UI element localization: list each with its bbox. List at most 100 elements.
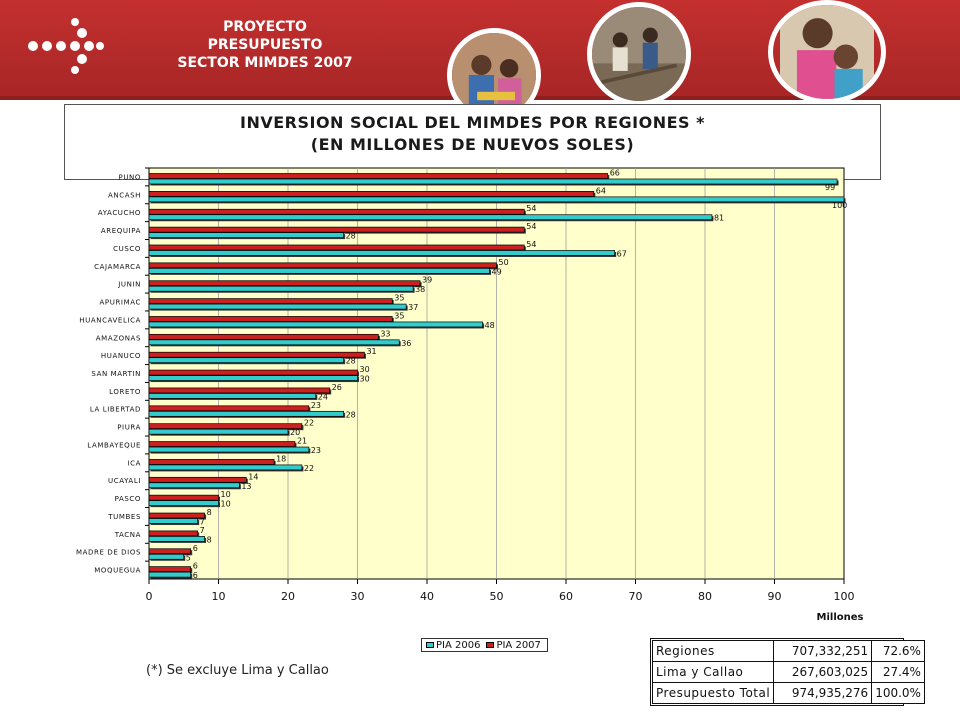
bar-pia-2007	[148, 173, 609, 179]
x-tick-label: 90	[768, 590, 782, 603]
bar-pia-2007	[148, 494, 219, 501]
legend-label-pia-2007: PIA 2007	[496, 639, 541, 651]
bar-pia-2007	[148, 262, 497, 269]
bar-pia-2007	[148, 208, 525, 215]
data-label-pia-2007: 7	[200, 526, 205, 535]
bar-pia-2007	[148, 441, 296, 447]
photo-mother-child	[768, 0, 886, 104]
category-label: LAMBAYEQUE	[87, 441, 141, 449]
bar-pia-2006	[148, 518, 199, 524]
bar-pia-2007	[148, 333, 379, 340]
bar-pia-2006	[148, 428, 289, 435]
bar-pia-2006	[148, 553, 185, 560]
bar-pia-2007	[148, 566, 192, 572]
bar-pia-2007	[148, 548, 192, 555]
category-label: MOQUEGUA	[94, 567, 141, 575]
category-label: AMAZONAS	[96, 334, 141, 342]
x-tick-label: 30	[351, 590, 365, 603]
data-label-pia-2006: 30	[360, 375, 370, 384]
category-label: AREQUIPA	[101, 227, 141, 235]
category-label: AYACUCHO	[98, 209, 141, 217]
bar-pia-2007	[148, 459, 275, 465]
x-tick-label: 70	[629, 590, 643, 603]
summary-pct: 72.6%	[871, 640, 925, 662]
chart-subtitle: (EN MILLONES DE NUEVOS SOLES)	[310, 135, 635, 154]
data-label-pia-2006: 23	[311, 446, 321, 455]
category-label: LA LIBERTAD	[90, 406, 141, 414]
data-label-pia-2007: 54	[526, 240, 536, 249]
chart-legend: PIA 2006 PIA 2007	[421, 638, 548, 652]
summary-name: Lima y Callao	[651, 661, 775, 683]
bar-pia-2007	[148, 298, 393, 304]
bar-pia-2007	[148, 512, 205, 519]
table-row: Regiones 707,332,251 72.6%	[651, 640, 925, 662]
summary-name: Presupuesto Total	[651, 682, 775, 704]
category-label: APURIMAC	[100, 299, 141, 307]
data-label-pia-2007: 35	[394, 311, 404, 320]
data-label-pia-2007: 39	[422, 276, 432, 285]
photo-women-eating	[447, 28, 541, 122]
x-tick-label: 20	[281, 590, 295, 603]
x-tick-label: 10	[212, 590, 226, 603]
data-label-pia-2007: 14	[248, 472, 258, 481]
summary-table: Regiones 707,332,251 72.6% Lima y Callao…	[651, 640, 925, 704]
bar-pia-2006	[148, 536, 205, 542]
bar-pia-2007	[148, 405, 310, 412]
data-label-pia-2006: 7	[200, 518, 205, 527]
data-label-pia-2007: 64	[596, 186, 606, 195]
bar-pia-2006	[148, 285, 414, 292]
project-title: PROYECTO PRESUPUESTO SECTOR MIMDES 2007	[150, 18, 380, 72]
bar-pia-2007	[148, 530, 199, 537]
legend-item-pia-2006: PIA 2006	[426, 640, 480, 651]
photo-workers	[587, 2, 691, 106]
bar-pia-2007	[148, 423, 303, 430]
project-title-line2: PRESUPUESTO	[207, 37, 323, 53]
data-label-pia-2006: 99	[825, 183, 835, 192]
data-label-pia-2006: 5	[186, 553, 191, 562]
data-label-pia-2007: 66	[610, 169, 620, 178]
legend-item-pia-2007: PIA 2007	[486, 639, 541, 651]
data-label-pia-2006: 49	[492, 267, 502, 276]
data-label-pia-2007: 23	[311, 401, 321, 410]
data-label-pia-2006: 81	[714, 214, 724, 223]
table-row: Presupuesto Total 974,935,276 100.0%	[651, 682, 925, 704]
bar-pia-2006	[148, 393, 317, 399]
bar-pia-2006	[148, 482, 240, 489]
bar-pia-2006	[148, 464, 303, 471]
bar-pia-2006	[148, 446, 310, 453]
data-label-pia-2006: 6	[193, 571, 198, 580]
data-label-pia-2007: 35	[394, 294, 404, 303]
bar-pia-2006	[148, 196, 845, 203]
data-label-pia-2006: 13	[241, 482, 251, 491]
category-label: PIURA	[117, 424, 141, 432]
category-label: HUANUCO	[101, 352, 141, 360]
bar-pia-2007	[148, 280, 421, 287]
bar-pia-2006	[148, 357, 344, 364]
category-label: ANCASH	[108, 191, 141, 199]
data-label-pia-2007: 21	[297, 437, 307, 446]
x-tick-label: 50	[490, 590, 504, 603]
bar-pia-2006	[148, 375, 358, 381]
bar-pia-2007	[148, 476, 247, 483]
category-label: MADRE DE DIOS	[76, 549, 141, 557]
category-label: TUMBES	[107, 513, 141, 521]
data-label-pia-2006: 28	[346, 357, 356, 366]
data-label-pia-2007: 30	[360, 365, 370, 374]
legend-label-pia-2006: PIA 2006	[436, 639, 481, 651]
category-label: TACNA	[114, 531, 141, 539]
summary-name: Regiones	[651, 640, 775, 662]
bar-pia-2006	[148, 571, 192, 578]
data-label-pia-2006: 24	[318, 392, 328, 401]
bar-pia-2007	[148, 226, 525, 233]
legend-swatch-pia-2006	[426, 642, 434, 648]
data-label-pia-2007: 50	[499, 258, 509, 267]
category-label: ICA	[127, 459, 141, 467]
bar-pia-2006	[148, 321, 483, 328]
bar-pia-2007	[148, 387, 331, 394]
data-label-pia-2007: 54	[526, 222, 536, 231]
category-label: HUANCAVELICA	[79, 316, 141, 324]
bar-pia-2006	[148, 267, 490, 274]
bar-pia-2006	[148, 303, 407, 310]
data-label-pia-2006: 37	[408, 303, 418, 312]
